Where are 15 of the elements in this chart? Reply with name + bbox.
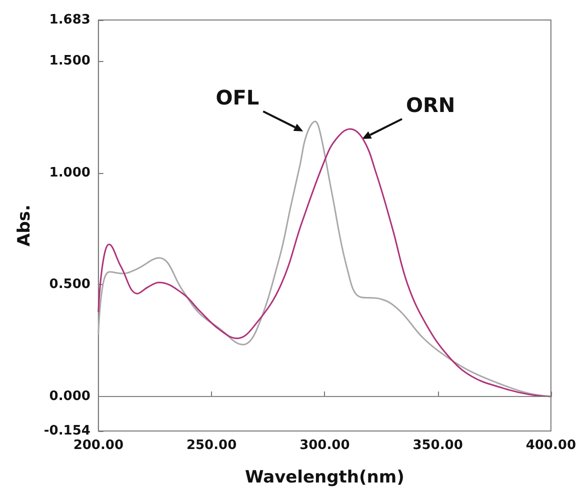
- y-tick-label: 1.000: [49, 165, 90, 180]
- x-tick-label: 300.00: [300, 438, 350, 453]
- text: OFL: [216, 85, 260, 110]
- y-tick-label: 0.000: [49, 389, 90, 404]
- x-axis-title: Wavelength(nm): [244, 468, 404, 488]
- y-tick-label: 0.500: [49, 277, 90, 292]
- x-tick-label: 200.00: [73, 438, 124, 453]
- y-tick-label: 1.500: [49, 53, 90, 68]
- y-axis-title: Abs.: [14, 204, 34, 246]
- y-tick-label: 1.683: [49, 12, 90, 28]
- x-tick-label: 250.00: [186, 438, 237, 453]
- y-tick-label: -0.154: [44, 424, 90, 438]
- x-tick-label: 400.00: [526, 438, 576, 453]
- text: ORN: [406, 92, 456, 117]
- x-tick-label: 350.00: [412, 438, 463, 453]
